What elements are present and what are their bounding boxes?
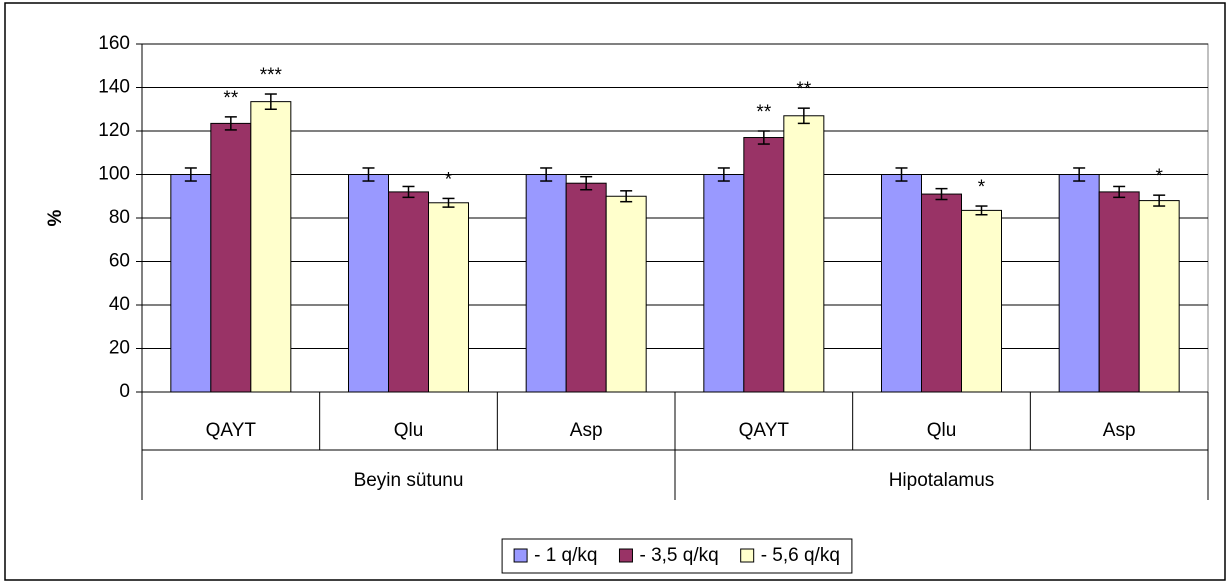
group-label: Beyin sütunu bbox=[354, 470, 464, 491]
legend bbox=[501, 538, 853, 574]
y-tick-label: 100 bbox=[98, 164, 130, 185]
x-tick-label: Asp bbox=[1103, 420, 1136, 441]
y-tick-label: 20 bbox=[109, 338, 130, 359]
bar bbox=[565, 182, 607, 393]
y-tick-label: 40 bbox=[109, 294, 130, 315]
bar bbox=[388, 191, 429, 393]
y-tick-label: 120 bbox=[98, 120, 130, 141]
group-label: Hipotalamus bbox=[889, 470, 995, 491]
legend-label: - 1 q/kq bbox=[534, 545, 597, 566]
bar bbox=[783, 115, 825, 393]
bar bbox=[605, 195, 647, 393]
significance-label: * bbox=[978, 177, 986, 198]
bar bbox=[525, 174, 567, 393]
x-tick-label: QAYT bbox=[739, 420, 790, 441]
y-tick-label: 0 bbox=[119, 381, 130, 402]
bar bbox=[1138, 200, 1180, 393]
legend-label: - 5,6 q/kq bbox=[761, 545, 840, 566]
bar bbox=[703, 174, 745, 393]
y-tick-label: 80 bbox=[109, 207, 130, 228]
significance-label: ** bbox=[796, 79, 811, 100]
bar bbox=[881, 174, 922, 393]
bar bbox=[428, 202, 469, 393]
bar bbox=[1058, 174, 1100, 393]
bar bbox=[250, 101, 292, 393]
significance-label: ** bbox=[223, 88, 238, 109]
legend-swatch bbox=[618, 548, 633, 563]
y-tick-label: 60 bbox=[109, 251, 130, 272]
y-tick-label: 140 bbox=[98, 77, 130, 98]
bar bbox=[348, 174, 389, 393]
significance-label: * bbox=[445, 169, 453, 190]
bar bbox=[921, 193, 962, 393]
significance-label: ** bbox=[756, 102, 771, 123]
x-tick-label: Qlu bbox=[927, 420, 957, 441]
x-tick-label: Asp bbox=[570, 420, 603, 441]
significance-label: *** bbox=[260, 65, 283, 86]
legend-swatch bbox=[513, 548, 528, 563]
y-axis-label: % bbox=[45, 209, 66, 226]
x-tick-label: QAYT bbox=[206, 420, 257, 441]
x-tick-label: Qlu bbox=[394, 420, 424, 441]
bar bbox=[170, 174, 212, 393]
y-tick-label: 160 bbox=[98, 33, 130, 54]
significance-label: * bbox=[1155, 166, 1163, 187]
legend-swatch bbox=[740, 548, 755, 563]
legend-label: - 3,5 q/kq bbox=[639, 545, 718, 566]
bar bbox=[1098, 191, 1140, 393]
bar bbox=[961, 209, 1002, 393]
bar bbox=[743, 137, 785, 393]
bar bbox=[210, 122, 252, 393]
